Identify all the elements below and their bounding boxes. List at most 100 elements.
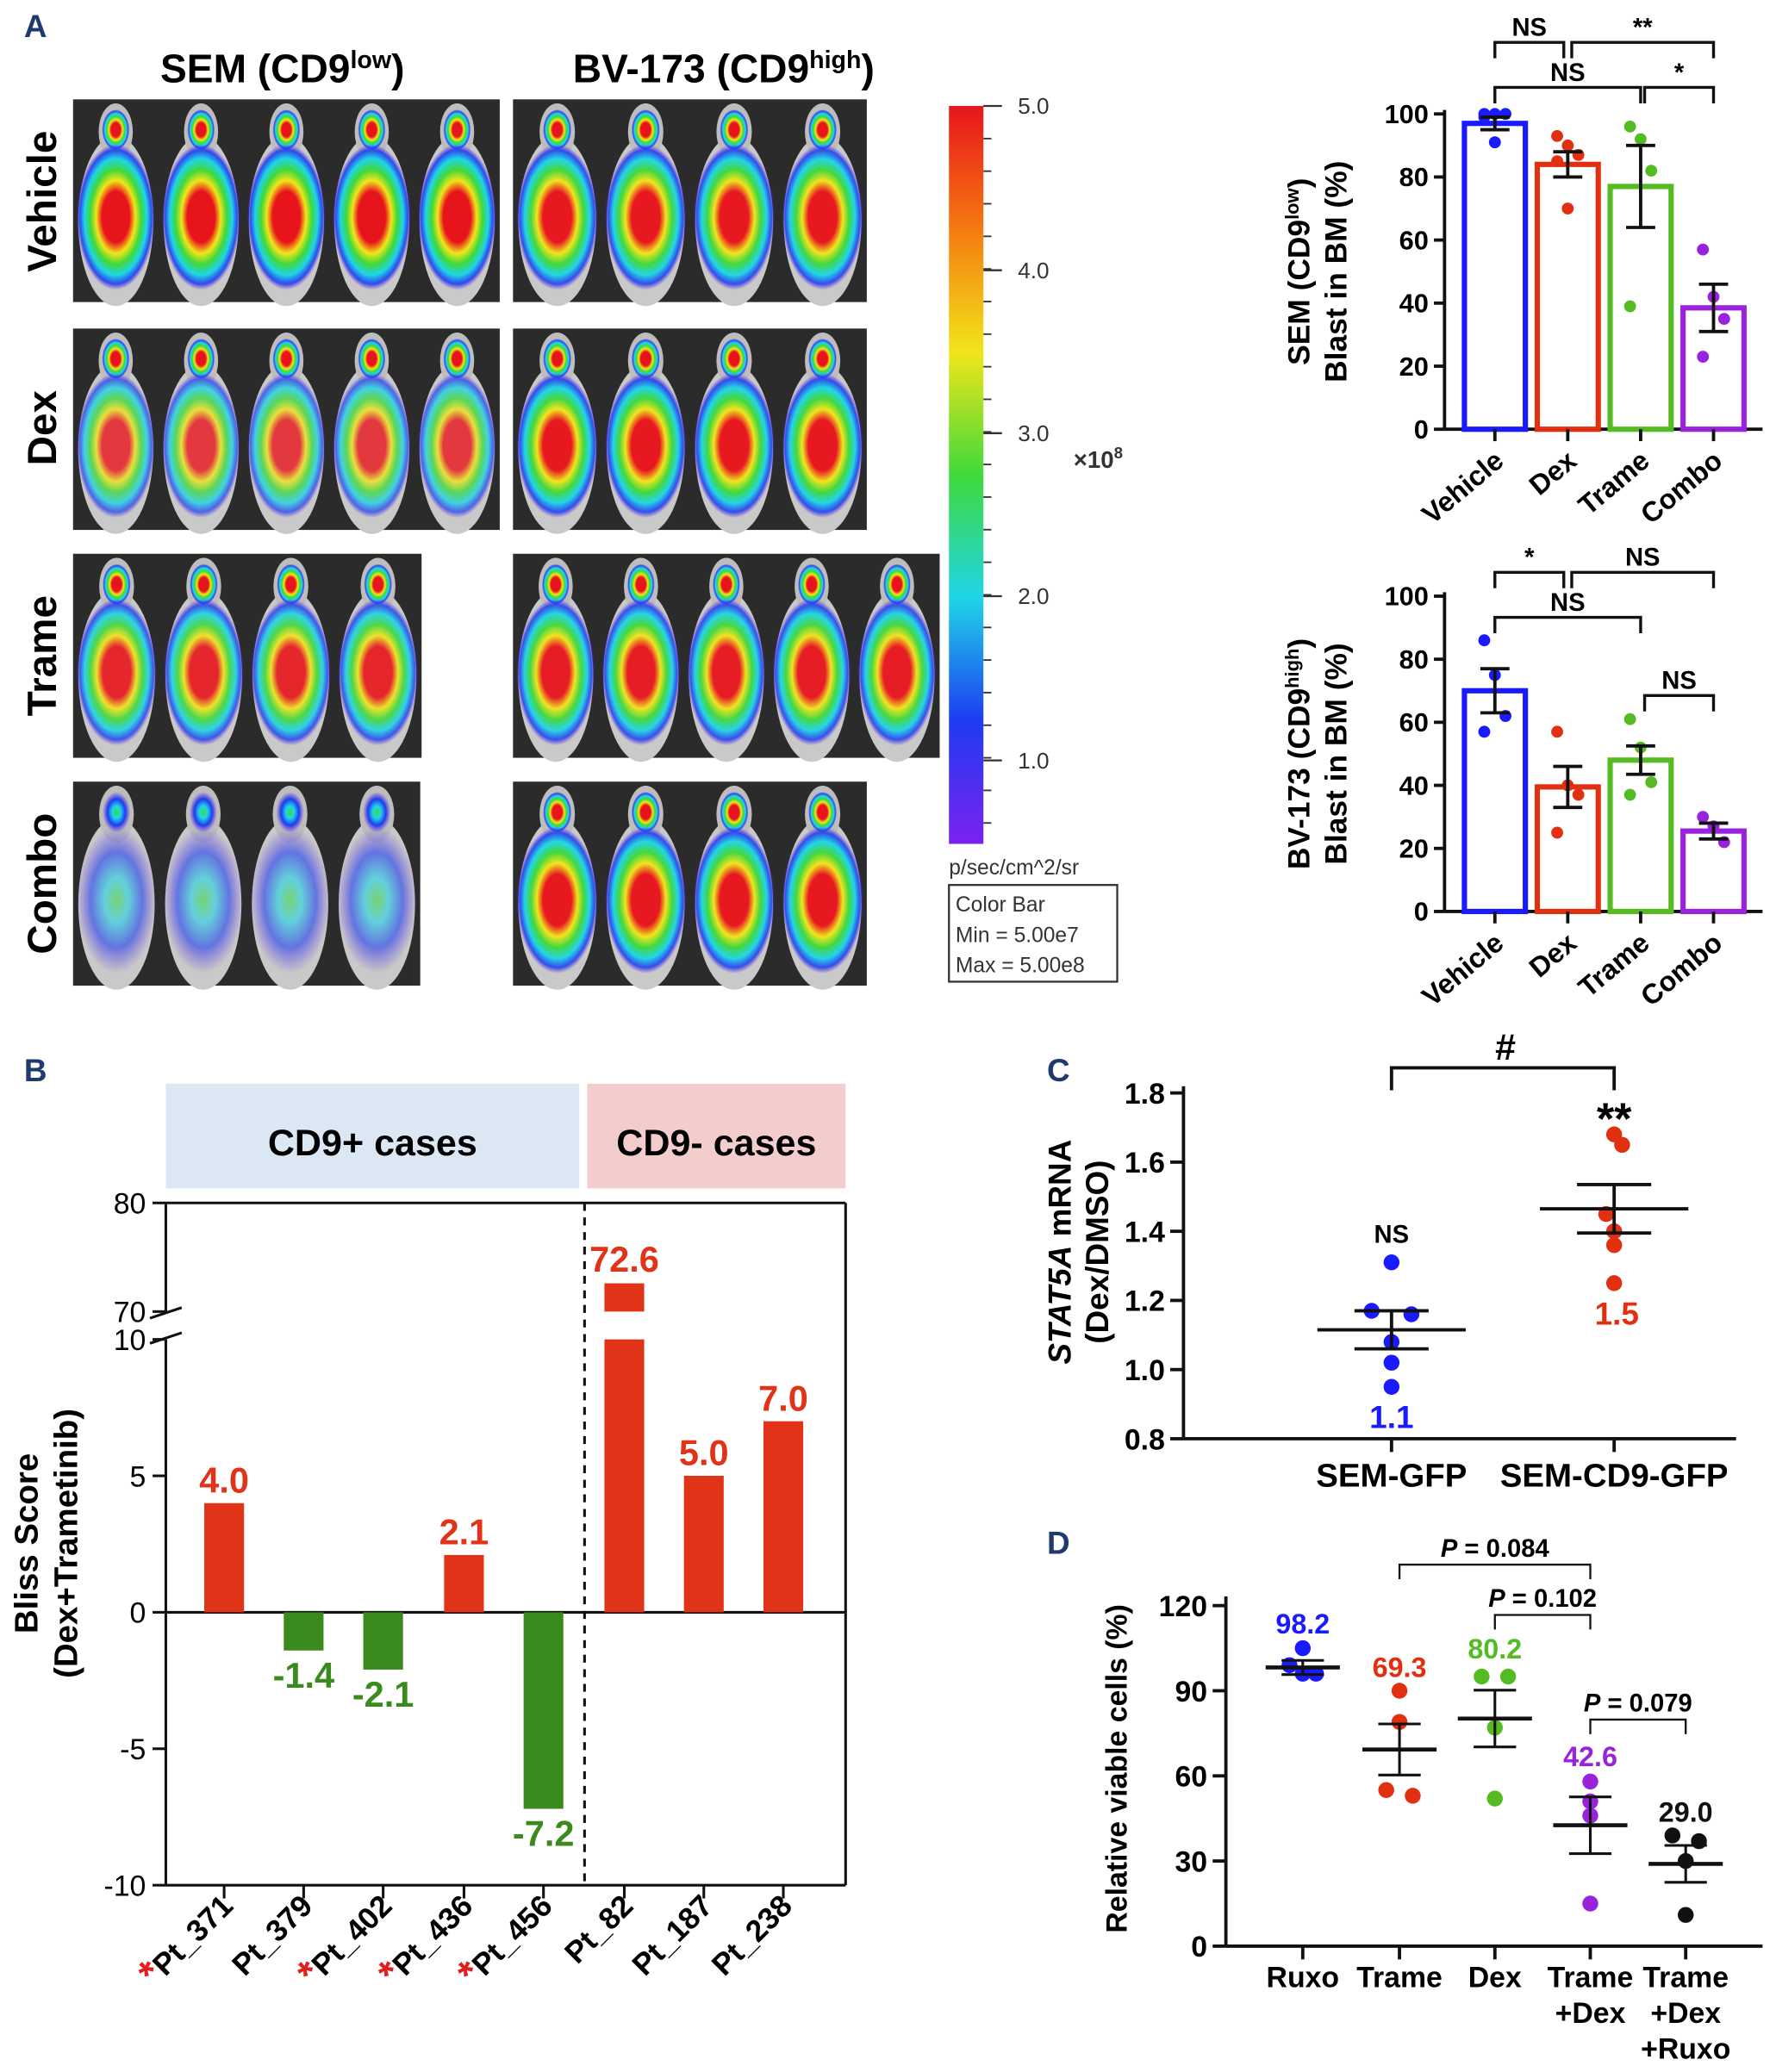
sem-image-1 [72, 328, 500, 534]
y-tick-label: 40 [1399, 770, 1429, 800]
signal-body [516, 144, 598, 290]
y-tick-label: 30 [1175, 1845, 1207, 1878]
signal-body [161, 144, 240, 290]
data-point [1677, 1907, 1694, 1923]
text-suffix: ) [1282, 178, 1316, 189]
x-tick-label: Dex [1524, 927, 1583, 984]
y-tick-label: 40 [1399, 289, 1429, 319]
superscript: low [1281, 187, 1303, 219]
y-tick-label: 80 [114, 1188, 146, 1221]
signal-head [102, 339, 130, 379]
y-tick-label: 1.6 [1125, 1147, 1165, 1179]
mouse [693, 333, 776, 534]
signal-body [693, 144, 776, 290]
signal-head [631, 339, 660, 379]
data-point [1478, 725, 1491, 738]
signal-head [272, 339, 301, 379]
mouse [857, 557, 937, 762]
significance-bracket: NS [1570, 544, 1716, 588]
value-label: -1.4 [273, 1655, 335, 1696]
p-value-bracket: P = 0.102 [1488, 1585, 1597, 1630]
significance-label: NS [1661, 668, 1697, 695]
data-point [1605, 1236, 1623, 1254]
significance-label: NS [1550, 59, 1586, 87]
bar-vehicle [1461, 121, 1529, 432]
sem-image-2 [72, 553, 422, 762]
mouse [605, 333, 687, 534]
signal-head [883, 563, 911, 605]
y-tick-label: 0 [130, 1597, 146, 1630]
data-point [1614, 1136, 1630, 1154]
group-header-box [165, 1083, 580, 1189]
value-label: -2.1 [352, 1674, 414, 1714]
mouse [332, 103, 411, 307]
colorbar-tick-label: 1.0 [1018, 748, 1049, 774]
bar-upper-segment [604, 1283, 645, 1312]
colorbar-info-line: Max = 5.00e8 [956, 955, 1085, 978]
signal-body [246, 372, 326, 519]
mean-label: 98.2 [1275, 1608, 1330, 1640]
bar-segment [683, 1476, 724, 1613]
data-point [1405, 1788, 1421, 1804]
x-tick-label: +Ruxo [1641, 2033, 1730, 2066]
mouse [601, 557, 681, 762]
y-tick-label: 100 [1385, 99, 1429, 129]
signal-head [187, 109, 215, 151]
comparison-label: # [1495, 1027, 1516, 1068]
bar-pt-436: 2.1 [439, 1512, 489, 1613]
y-tick-label: 0 [1414, 414, 1429, 445]
x-tick-label: Trame [1548, 1962, 1634, 1994]
mean-label: 1.5 [1595, 1297, 1639, 1332]
data-point [1378, 1782, 1394, 1798]
signal-body [782, 372, 863, 519]
y-axis-label: STAT5A mRNA [1043, 1140, 1078, 1365]
data-point [1697, 811, 1710, 824]
signal-body [336, 826, 417, 974]
y-tick-label: 90 [1175, 1676, 1207, 1708]
superscript: high [809, 47, 861, 74]
data-point [1623, 712, 1636, 725]
data-point [1383, 1378, 1400, 1395]
mouse [605, 103, 687, 307]
panel-label: D [1047, 1526, 1070, 1561]
data-point [1645, 775, 1658, 788]
p-value-label: P = 0.102 [1488, 1585, 1597, 1613]
significance-bracket: NS [1642, 668, 1716, 712]
mouse [338, 557, 419, 762]
x-tick-label: Dex [1524, 445, 1583, 501]
data-point [1551, 826, 1563, 839]
signal-head [541, 563, 570, 605]
mean-label: 80.2 [1468, 1633, 1522, 1664]
bv173-image-0 [513, 99, 867, 307]
bar-segment [523, 1612, 564, 1809]
p-value-bracket: P = 0.079 [1584, 1690, 1692, 1734]
signal-head [798, 563, 826, 605]
significance-label: NS [1550, 589, 1586, 617]
p-value-bracket: P = 0.084 [1398, 1535, 1592, 1579]
p-value-label: P = 0.079 [1584, 1690, 1692, 1718]
signal-head [543, 339, 572, 379]
x-tick-label: Vehicle [1416, 445, 1509, 530]
panel-label: A [24, 9, 47, 44]
mouse [76, 557, 157, 762]
signal-body [693, 826, 776, 974]
group-header-box [587, 1083, 846, 1189]
signal-body [605, 826, 687, 974]
data-point [1294, 1640, 1312, 1657]
mouse [76, 103, 155, 307]
y-tick-label: 0 [1191, 1931, 1207, 1963]
colorbar: 5.0 4.0 3.0 2.0 1.0 ×108 p/sec/cm^2/sr Color Ba… [948, 93, 1123, 983]
text-main: SEM (CD9 [1282, 220, 1316, 365]
y-tick-label: 60 [1399, 225, 1429, 255]
data-point [1499, 1668, 1517, 1685]
mouse [332, 333, 411, 534]
significance-bracket: NS [1493, 15, 1566, 59]
significance-label: * [1524, 544, 1535, 572]
text-main: Blast in BM (%) [1320, 161, 1354, 383]
signal-body [857, 598, 937, 746]
x-tick-label: +Dex [1555, 1997, 1626, 2030]
y-axis-label: (Dex+Trametinib) [47, 1409, 84, 1678]
